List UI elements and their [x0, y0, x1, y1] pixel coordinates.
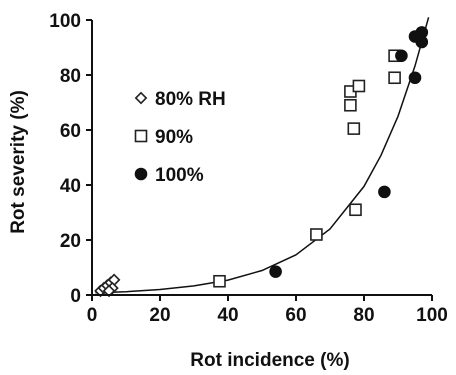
legend: 80% RH 90% 100% [134, 89, 226, 186]
data-point-3 [269, 265, 282, 278]
x-tick-label: 40 [217, 305, 238, 326]
x-tick-label: 100 [416, 305, 448, 326]
legend-marker-1 [134, 91, 148, 105]
legend-marker-3 [134, 167, 148, 181]
data-point-2 [388, 71, 401, 85]
data-point-3 [408, 71, 422, 85]
data-point-3 [395, 49, 408, 63]
y-axis-title: Rot severity (%) [8, 90, 29, 234]
data-points-layer [94, 26, 429, 298]
x-tick-label: 60 [285, 305, 306, 326]
data-point-2 [344, 98, 357, 112]
x-axis-title: Rot incidence (%) [190, 350, 349, 371]
y-tick-label: 60 [60, 121, 81, 142]
x-tick-label: 20 [149, 305, 170, 326]
x-tick-label: 80 [353, 305, 374, 326]
y-tick-label: 0 [70, 286, 81, 307]
y-tick-label: 20 [60, 231, 81, 252]
legend-marker-2 [134, 129, 148, 143]
x-tick-label: 0 [87, 305, 98, 326]
data-point-2 [352, 79, 366, 93]
legend-label-3: 100% [155, 165, 204, 186]
legend-label-2: 90% [155, 127, 193, 148]
data-point-2 [310, 228, 323, 241]
legend-label-1: 80% RH [155, 89, 226, 110]
data-point-1 [102, 284, 116, 298]
y-tick-label: 40 [60, 176, 81, 197]
data-point-3 [415, 35, 429, 49]
y-tick-label: 100 [49, 11, 81, 32]
data-point-2 [349, 203, 362, 217]
data-point-2 [213, 274, 226, 288]
data-point-2 [347, 122, 361, 135]
y-tick-label: 80 [60, 66, 81, 87]
axes-layer: 0 20 40 60 80 100 0 20 40 60 80 100 [49, 11, 448, 326]
data-point-3 [378, 185, 391, 199]
